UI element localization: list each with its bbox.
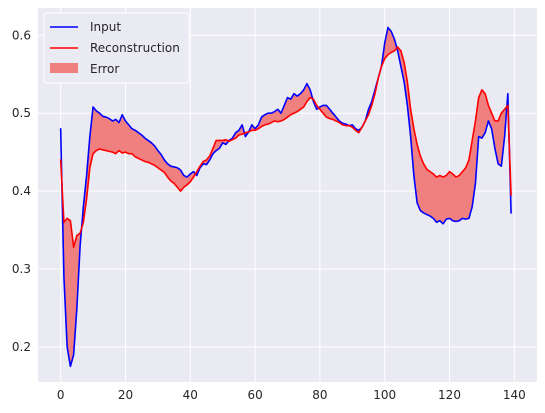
legend-box (43, 12, 190, 84)
error-fill-area (60, 27, 512, 367)
tick-labels: 0 20 40 60 80 100 120 140 0.2 0.3 0.4 0.5 0.6 (12, 28, 526, 402)
reconstruction-series-line (59, 46, 512, 248)
legend-input-label: Input (90, 20, 121, 34)
x-tick-label: 80 (312, 388, 327, 402)
y-tick-label: 0.6 (12, 28, 31, 42)
legend-error-label: Error (90, 62, 119, 76)
x-tick-label: 60 (247, 388, 262, 402)
x-tick-label: 20 (118, 388, 133, 402)
x-tick-label: 0 (57, 388, 65, 402)
error-fill (60, 27, 512, 367)
y-tick-label: 0.3 (12, 262, 31, 276)
x-tick-label: 120 (438, 388, 461, 402)
series-lines (59, 26, 512, 368)
legend-reconstruction-label: Reconstruction (90, 41, 180, 55)
y-tick-label: 0.2 (12, 340, 31, 354)
x-tick-label: 140 (503, 388, 526, 402)
y-tick-label: 0.4 (12, 184, 31, 198)
x-tick-label: 100 (373, 388, 396, 402)
input-series-line (59, 26, 512, 368)
y-tick-label: 0.5 (12, 106, 31, 120)
legend: Input Reconstruction Error (43, 12, 190, 84)
legend-error-fill-swatch (50, 63, 78, 73)
x-tick-label: 40 (183, 388, 198, 402)
